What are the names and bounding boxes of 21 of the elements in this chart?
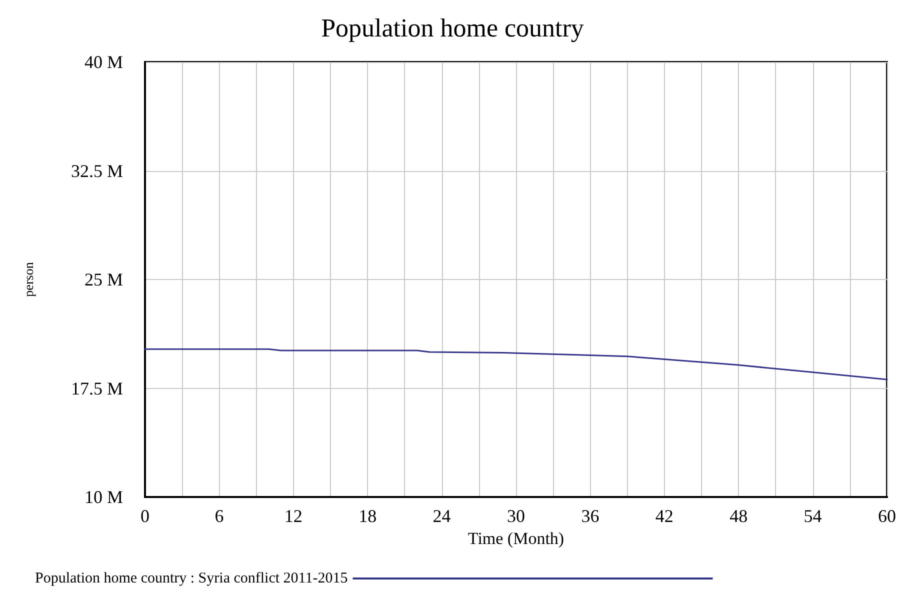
- x-tick-label: 36: [581, 506, 600, 526]
- x-tick-label: 12: [284, 506, 302, 526]
- x-tick-label: 42: [655, 506, 674, 526]
- chart-title: Population home country: [321, 14, 584, 42]
- y-tick-label: 10 M: [84, 487, 123, 507]
- x-axis-title: Time (Month): [468, 528, 564, 548]
- text: Population home country : Syria conflict 2011-2015: [34, 570, 348, 586]
- y-tick-label: 32.5 M: [70, 160, 123, 181]
- x-tick-label: 54: [804, 506, 822, 526]
- x-tick-label: 18: [358, 506, 377, 526]
- y-tick-label: 17.5 M: [70, 378, 123, 398]
- x-tick-label: 48: [730, 506, 748, 526]
- x-tick-label: 0: [140, 506, 150, 526]
- y-tick-label: 25 M: [84, 270, 123, 290]
- line-series: [144, 348, 888, 380]
- x-tick-label: 24: [432, 506, 451, 526]
- x-tick-label: 6: [214, 506, 224, 526]
- y-tick-label: 40 M: [84, 52, 123, 72]
- y-axis-title: person: [21, 262, 36, 297]
- x-tick-label: 30: [507, 506, 525, 526]
- x-tick-label: 60: [878, 506, 896, 526]
